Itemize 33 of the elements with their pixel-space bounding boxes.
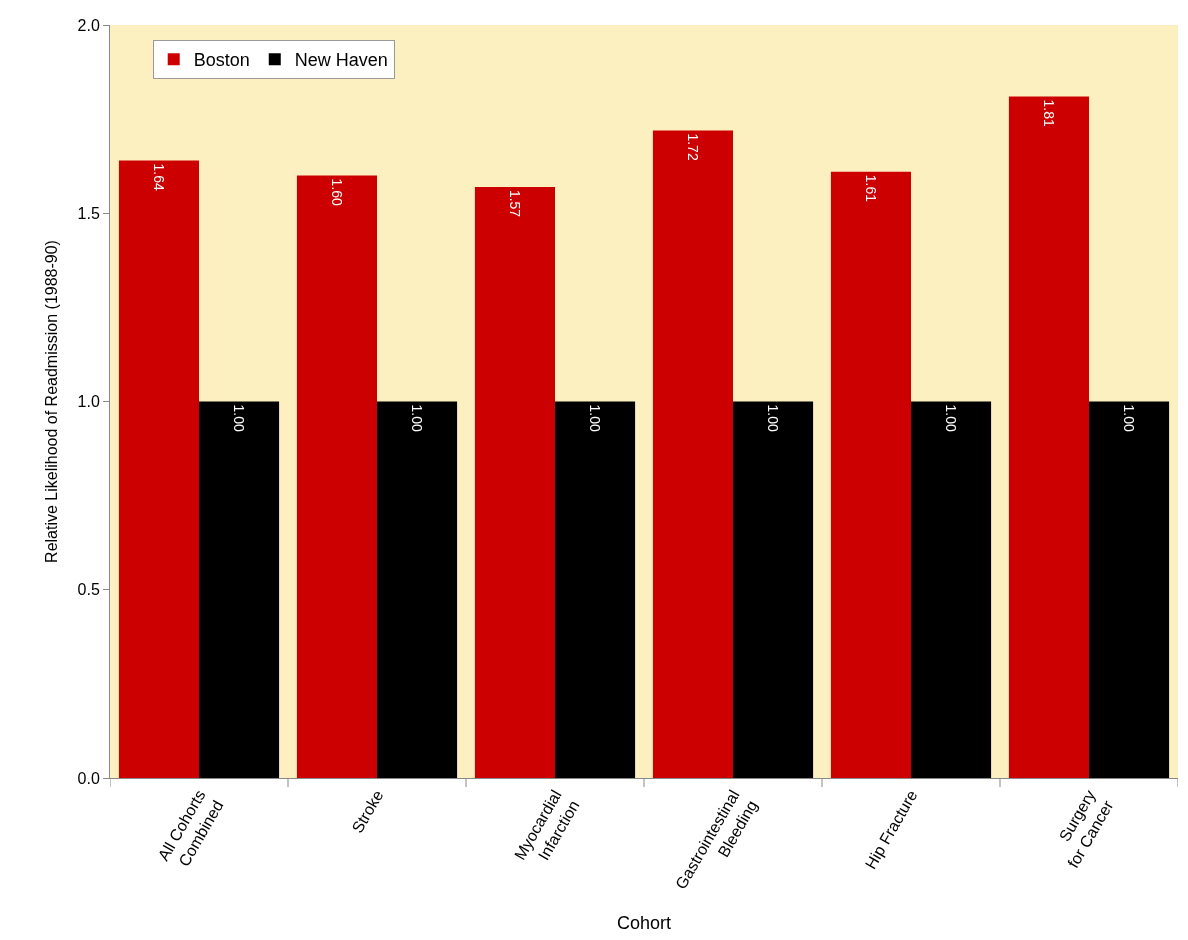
- bar: [911, 401, 992, 778]
- bar: [296, 175, 377, 778]
- bar: [652, 130, 733, 778]
- data-label: 1.72: [684, 133, 701, 161]
- data-label: 1.00: [409, 404, 426, 432]
- x-axis-title: Cohort: [616, 913, 672, 934]
- data-label: 1.81: [1040, 99, 1057, 127]
- legend-label: Boston: [193, 50, 250, 71]
- data-label: 1.00: [943, 404, 960, 432]
- data-label: 1.57: [506, 189, 523, 218]
- bar: [474, 186, 555, 778]
- data-label: 1.00: [1121, 404, 1138, 432]
- y-tick-label: 1.5: [77, 204, 100, 222]
- data-label: 1.61: [862, 174, 879, 203]
- bar: [118, 160, 199, 778]
- bar: [377, 401, 458, 778]
- legend-label: New Haven: [294, 50, 388, 71]
- data-label: 1.00: [231, 404, 248, 432]
- bar: [733, 401, 814, 778]
- data-label: 1.64: [150, 163, 167, 191]
- data-label: 1.00: [765, 404, 782, 432]
- data-label: 1.60: [328, 178, 345, 207]
- bar: [1089, 401, 1170, 778]
- bar: [830, 171, 911, 778]
- data-label: 1.00: [587, 404, 604, 432]
- y-tick-label: 2.0: [77, 16, 100, 34]
- y-axis-title: Relative Likelihood of Readmission (1988-90): [43, 240, 61, 563]
- y-tick-label: 0.0: [77, 769, 100, 787]
- y-tick-label: 1.0: [77, 393, 100, 411]
- bar: [1008, 96, 1089, 778]
- y-tick-label: 0.5: [77, 581, 100, 599]
- bar: [199, 401, 280, 778]
- bar: [555, 401, 636, 778]
